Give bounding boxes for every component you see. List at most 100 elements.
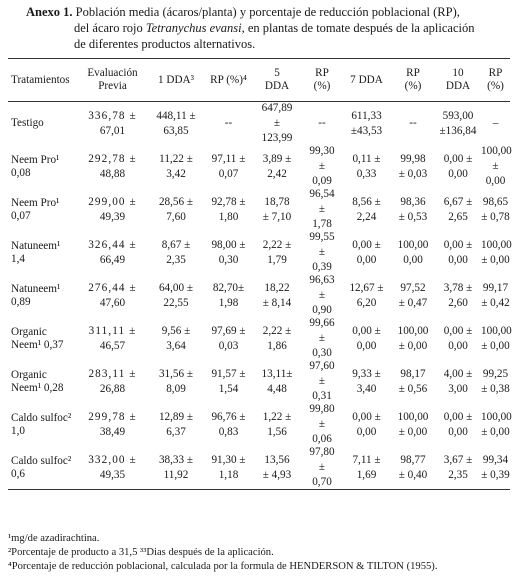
value-cell: 18,78 ± 7,10 — [252, 188, 302, 231]
cell-line: Neem¹ 0,37 — [11, 338, 64, 351]
column-header: RP (%) — [481, 58, 510, 102]
cell-line: 0,70 — [312, 476, 332, 488]
value-cell: 99,98 ± 0,03 — [391, 145, 435, 188]
cell-line: 1,54 — [218, 382, 239, 395]
table-row: Organic Neem¹ 0,28 283,11 ± 26,88 31,56 ± 8,0… — [8, 360, 510, 403]
value-cell: 98,17 ± 0,56 — [391, 360, 435, 403]
value-cell: 12,67 ± 6,20 — [342, 274, 391, 317]
cell-line: (%) — [487, 80, 504, 92]
cell-line: 91,57 ± — [211, 367, 246, 380]
value-cell: 1,22 ± 1,56 — [252, 403, 302, 446]
value-cell: 13,11± 4,48 — [252, 360, 302, 403]
cell-line: 3,67 ± — [443, 453, 473, 466]
cell-line: 98,17 — [400, 367, 426, 380]
cell-line: 2,42 — [267, 167, 287, 180]
value-cell: 96,63 ±0,90 — [302, 274, 342, 317]
cell-line: 6,37 — [166, 425, 186, 438]
cell-line: 0,09 — [312, 175, 332, 187]
cell-line: 0,83 — [218, 425, 239, 438]
value-cell: 100,00 ± 0,00 — [391, 317, 435, 360]
value-cell: 332,00 ± 49,35 — [78, 446, 147, 490]
cell-line: 100,00 — [397, 238, 429, 251]
table-body: Testigo 336,78 ± 67,01 448,11 ± 63,85 -- 647,8… — [8, 102, 512, 490]
cell-line: 0,31 — [312, 390, 332, 402]
cell-line: ± 0,42 — [481, 296, 510, 309]
footnote-2: ²Porcentaje de producto a 31,5 ³³Dias de… — [8, 547, 274, 558]
cell-line: RP — [406, 67, 420, 79]
treatment-cell: Caldo sulfoc² 0,6 — [8, 446, 78, 490]
cell-line: 46,57 — [99, 339, 126, 352]
header-row: Tratamientos Evaluación Previa 1 DDA³ RP (%)… — [8, 58, 510, 102]
cell-line: ±136,84 — [439, 124, 477, 137]
table-row: Natuneem¹ 0,89 276,44 ± 47,60 64,00 ± 22,55 82… — [8, 274, 510, 317]
cell-line: Caldo sulfoc² — [11, 454, 72, 467]
cell-line: 31,56 ± — [158, 367, 194, 380]
cell-line: ± 0,53 — [398, 210, 428, 223]
value-cell: 97,60 ±0,31 — [302, 360, 342, 403]
cell-line: 283,11 ± — [88, 367, 137, 380]
cell-line: 611,33 — [351, 109, 382, 122]
value-cell: 292,78 ± 48,88 — [78, 145, 147, 188]
value-cell: 99,30 ±0,09 — [302, 145, 342, 188]
cell-line: -- — [224, 117, 233, 129]
cell-line: 0,00 — [448, 425, 468, 438]
cell-line: 2,35 — [448, 468, 468, 481]
value-cell: 98,77 ± 0,40 — [391, 446, 435, 490]
value-cell: -- — [205, 102, 252, 146]
cell-line: 47,60 — [99, 296, 126, 309]
value-cell: 92,78 ± 1,80 — [205, 188, 252, 231]
caption-text-1: Población media (ácaros/planta) y porcen… — [75, 5, 460, 19]
cell-line: 3,00 — [448, 382, 468, 395]
cell-line: ± — [318, 246, 326, 258]
cell-line: 299,00 ± — [88, 195, 137, 208]
cell-line: 1,86 — [267, 339, 287, 352]
value-cell: 3,67 ± 2,35 — [435, 446, 481, 490]
cell-line: 1,0 — [11, 424, 25, 437]
cell-line: RP (%)⁴ — [210, 73, 247, 86]
value-cell: -- — [391, 102, 435, 146]
cell-line: 1,4 — [11, 252, 25, 265]
cell-line: 97,11 ± — [211, 152, 246, 165]
cell-line: 11,22 ± — [159, 152, 193, 165]
cell-line: 98,00 ± — [211, 238, 246, 251]
data-table: Tratamientos Evaluación Previa 1 DDA³ RP (%)… — [8, 58, 512, 490]
cell-line: 63,85 — [163, 124, 189, 137]
value-cell: 3,78 ± 2,60 — [435, 274, 481, 317]
cell-line: 5 — [274, 67, 280, 79]
cell-line: 0,00 ± — [443, 410, 473, 423]
value-cell: 100,00 ±0,00 — [481, 145, 512, 188]
value-cell: 28,56 ± 7,60 — [147, 188, 205, 231]
cell-line: 6,67 ± — [443, 195, 473, 208]
treatment-cell: Testigo — [8, 102, 78, 146]
treatment-cell: Natuneem¹ 1,4 — [8, 231, 78, 274]
treatment-cell: Caldo sulfoc² 1,0 — [8, 403, 78, 446]
cell-line: 1,98 — [218, 296, 239, 309]
cell-line: 0,07 — [218, 167, 239, 180]
table-row: Neem Pro¹ 0,07 299,00 ± 49,39 28,56 ± 7,60 92,… — [8, 188, 510, 231]
cell-line: 26,88 — [99, 382, 126, 395]
cell-line: 0,00 ± — [443, 238, 473, 251]
cell-line: 1,69 — [356, 468, 377, 481]
value-cell: 96,76 ± 0,83 — [205, 403, 252, 446]
cell-line: 6,20 — [356, 296, 377, 309]
value-cell: 593,00 ±136,84 — [435, 102, 481, 146]
value-cell: 97,80 ±0,70 — [302, 446, 342, 490]
cell-line: 1 DDA³ — [158, 73, 194, 86]
treatment-cell: Neem Pro¹ 0,08 — [8, 145, 78, 188]
cell-line: 97,69 ± — [211, 324, 246, 337]
cell-line: 7 DDA — [350, 73, 383, 86]
cell-line: ± 0,00 — [398, 339, 428, 352]
cell-line: (%) — [404, 80, 422, 92]
cell-line: 48,88 — [99, 167, 126, 180]
table-row: Natuneem¹ 1,4 326,44 ± 66,49 8,67 ± 2,35 98,00… — [8, 231, 512, 274]
footnote-1: ¹mg/de azadirachtina. — [8, 533, 100, 544]
value-cell: 98,00 ± 0,30 — [205, 231, 252, 274]
cell-line: 98,36 — [400, 195, 426, 208]
value-cell: 283,11 ± 26,88 — [78, 360, 147, 403]
treatment-cell: Neem Pro¹ 0,07 — [8, 188, 78, 231]
cell-line: 49,35 — [99, 468, 126, 481]
value-cell: -- — [302, 102, 342, 146]
value-cell: 99,80 ±0,06 — [302, 403, 342, 446]
cell-line: 0,00 — [448, 253, 468, 266]
cell-line: ± 0,56 — [398, 382, 428, 395]
